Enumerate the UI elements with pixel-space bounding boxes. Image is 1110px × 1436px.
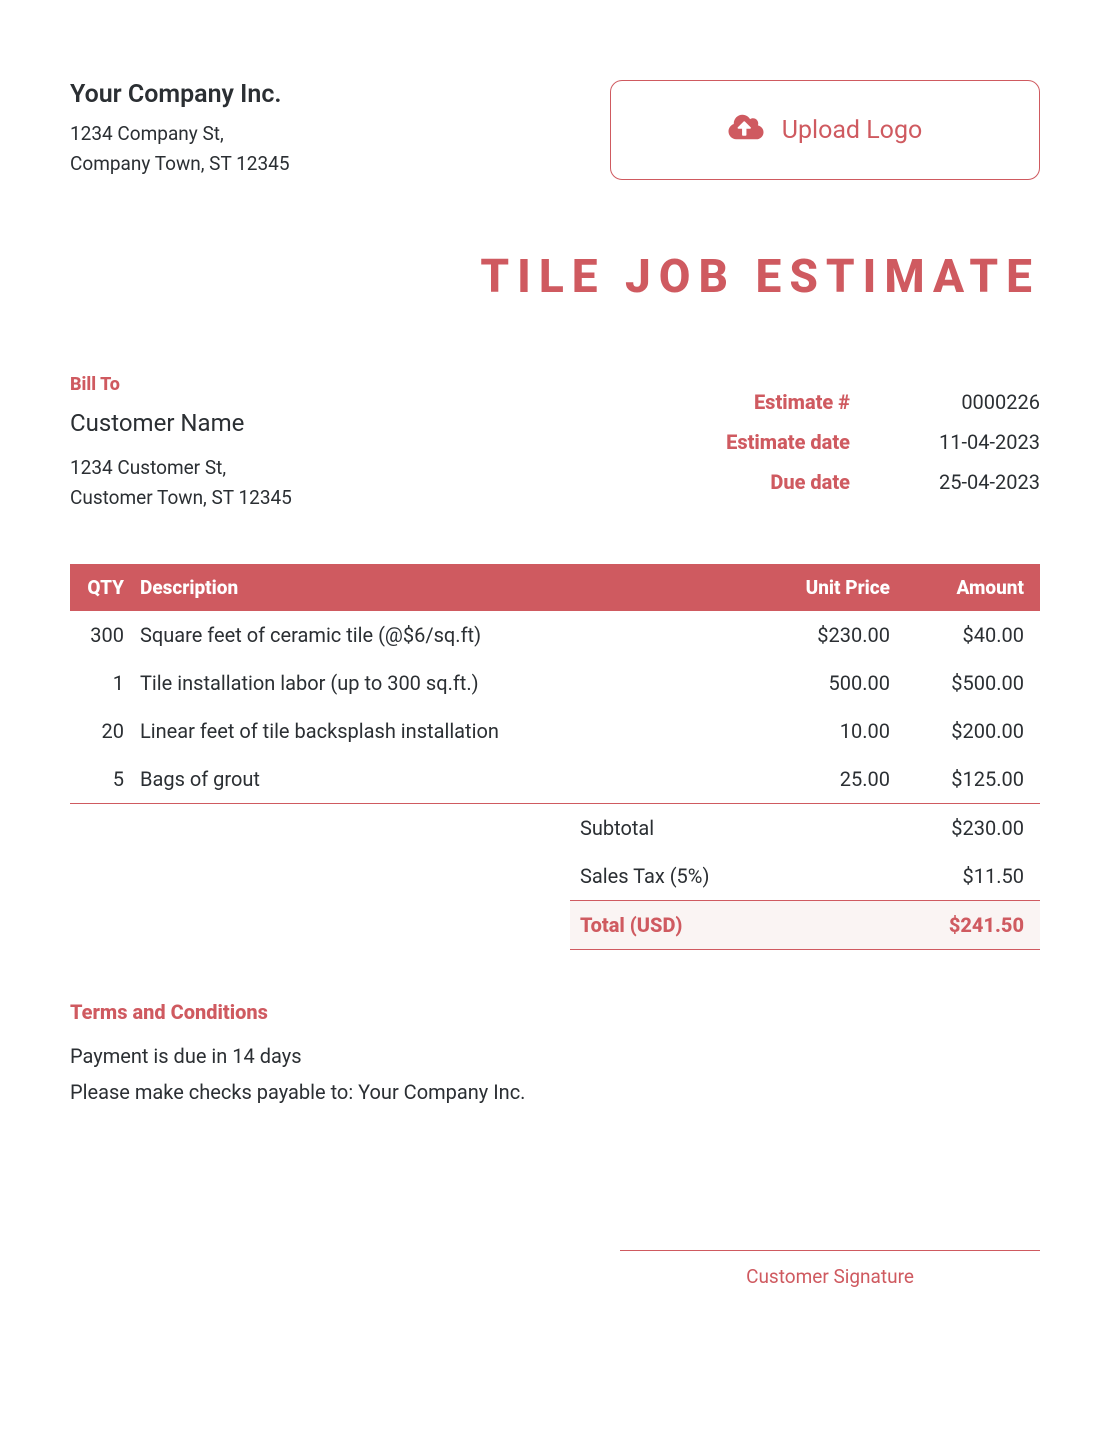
cell-unit-price: 10.00 <box>740 707 900 755</box>
company-address: 1234 Company St, Company Town, ST 12345 <box>70 119 290 180</box>
signature-label: Customer Signature <box>620 1250 1040 1288</box>
cell-description: Bags of grout <box>130 755 740 803</box>
cell-qty: 5 <box>70 755 130 803</box>
document-title: TILE JOB ESTIMATE <box>70 250 1040 304</box>
company-name: Your Company Inc. <box>70 80 290 109</box>
header-amount: Amount <box>900 564 1040 611</box>
customer-address-line1: 1234 Customer St, <box>70 453 292 483</box>
due-date-label: Due date <box>700 470 850 494</box>
customer-address-line2: Customer Town, ST 12345 <box>70 483 292 513</box>
cell-description: Linear feet of tile backsplash installat… <box>130 707 740 755</box>
subtotal-label: Subtotal <box>580 816 654 840</box>
bill-to-block: Bill To Customer Name 1234 Customer St, … <box>70 374 292 514</box>
cell-unit-price: 25.00 <box>740 755 900 803</box>
cell-unit-price: $230.00 <box>740 611 900 659</box>
total-value: $241.50 <box>949 913 1024 937</box>
table-row: 5Bags of grout25.00$125.00 <box>70 755 1040 803</box>
company-address-line2: Company Town, ST 12345 <box>70 149 290 179</box>
header: Your Company Inc. 1234 Company St, Compa… <box>70 80 1040 180</box>
company-block: Your Company Inc. 1234 Company St, Compa… <box>70 80 290 180</box>
table-header-row: QTY Description Unit Price Amount <box>70 564 1040 611</box>
estimate-meta: Estimate # 0000226 Estimate date 11-04-2… <box>700 374 1040 514</box>
signature-block: Customer Signature <box>70 1250 1040 1288</box>
tax-value: $11.50 <box>963 864 1024 888</box>
bill-to-label: Bill To <box>70 374 292 395</box>
cell-qty: 300 <box>70 611 130 659</box>
estimate-date-row: Estimate date 11-04-2023 <box>700 430 1040 454</box>
due-date-row: Due date 25-04-2023 <box>700 470 1040 494</box>
cell-description: Square feet of ceramic tile (@$6/sq.ft) <box>130 611 740 659</box>
table-row: 300Square feet of ceramic tile (@$6/sq.f… <box>70 611 1040 659</box>
cell-qty: 20 <box>70 707 130 755</box>
estimate-number-row: Estimate # 0000226 <box>700 390 1040 414</box>
total-label: Total (USD) <box>580 913 682 937</box>
terms-text: Payment is due in 14 days Please make ch… <box>70 1038 1040 1110</box>
cell-amount: $500.00 <box>900 659 1040 707</box>
estimate-number-value: 0000226 <box>910 390 1040 414</box>
tax-label: Sales Tax (5%) <box>580 864 709 888</box>
upload-logo-button[interactable]: Upload Logo <box>610 80 1040 180</box>
header-description: Description <box>130 564 740 611</box>
totals-block: Subtotal $230.00 Sales Tax (5%) $11.50 T… <box>570 804 1040 950</box>
header-unit-price: Unit Price <box>740 564 900 611</box>
subtotal-row: Subtotal $230.00 <box>570 804 1040 852</box>
cell-amount: $200.00 <box>900 707 1040 755</box>
estimate-date-label: Estimate date <box>700 430 850 454</box>
header-qty: QTY <box>70 564 130 611</box>
estimate-date-value: 11-04-2023 <box>910 430 1040 454</box>
cell-amount: $40.00 <box>900 611 1040 659</box>
terms-title: Terms and Conditions <box>70 1000 1040 1024</box>
terms-block: Terms and Conditions Payment is due in 1… <box>70 1000 1040 1110</box>
cell-unit-price: 500.00 <box>740 659 900 707</box>
cell-description: Tile installation labor (up to 300 sq.ft… <box>130 659 740 707</box>
estimate-number-label: Estimate # <box>700 390 850 414</box>
terms-line1: Payment is due in 14 days <box>70 1038 1040 1074</box>
tax-row: Sales Tax (5%) $11.50 <box>570 852 1040 900</box>
due-date-value: 25-04-2023 <box>910 470 1040 494</box>
company-address-line1: 1234 Company St, <box>70 119 290 149</box>
meta-row: Bill To Customer Name 1234 Customer St, … <box>70 374 1040 514</box>
line-items-table: QTY Description Unit Price Amount 300Squ… <box>70 564 1040 803</box>
upload-logo-label: Upload Logo <box>782 116 923 145</box>
customer-name: Customer Name <box>70 409 292 437</box>
customer-address: 1234 Customer St, Customer Town, ST 1234… <box>70 453 292 514</box>
subtotal-value: $230.00 <box>951 816 1024 840</box>
terms-line2: Please make checks payable to: Your Comp… <box>70 1074 1040 1110</box>
cloud-upload-icon <box>728 113 764 148</box>
cell-amount: $125.00 <box>900 755 1040 803</box>
cell-qty: 1 <box>70 659 130 707</box>
total-row: Total (USD) $241.50 <box>570 900 1040 950</box>
table-row: 20Linear feet of tile backsplash install… <box>70 707 1040 755</box>
table-row: 1Tile installation labor (up to 300 sq.f… <box>70 659 1040 707</box>
